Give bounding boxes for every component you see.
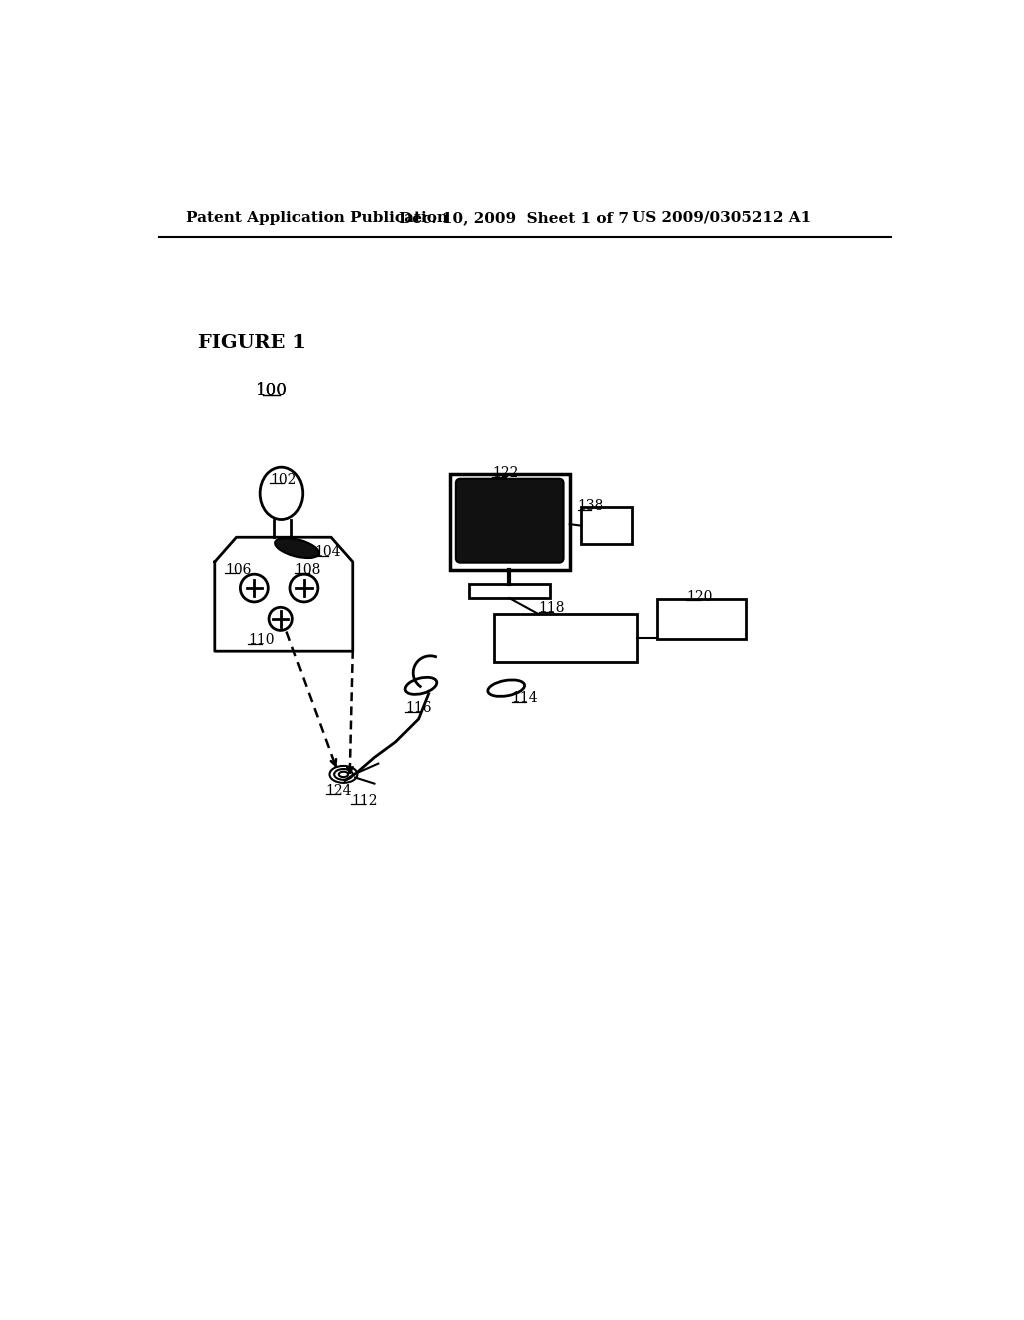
Text: 116: 116 [406,701,432,715]
Text: 114: 114 [512,692,539,705]
Text: 104: 104 [314,545,341,558]
Text: 118: 118 [539,601,565,615]
Text: 100: 100 [255,381,288,399]
Text: 124: 124 [326,784,352,797]
Text: 100: 100 [255,381,288,399]
Bar [582,507,632,544]
Text: 138: 138 [578,499,604,512]
Text: 120: 120 [686,590,713,603]
Bar [656,599,745,639]
Text: 106: 106 [225,562,251,577]
FancyBboxPatch shape [456,479,563,562]
Ellipse shape [275,539,318,558]
Bar [469,585,550,598]
Text: 102: 102 [270,473,296,487]
Text: Dec. 10, 2009  Sheet 1 of 7: Dec. 10, 2009 Sheet 1 of 7 [399,211,630,224]
Text: 108: 108 [295,562,321,577]
Text: FIGURE 1: FIGURE 1 [198,334,305,352]
Text: US 2009/0305212 A1: US 2009/0305212 A1 [632,211,811,224]
Text: 112: 112 [351,793,378,808]
Bar [450,474,569,570]
Bar [494,614,637,663]
Text: Patent Application Publication: Patent Application Publication [186,211,449,224]
Text: 110: 110 [248,634,274,648]
Text: 122: 122 [493,466,518,480]
